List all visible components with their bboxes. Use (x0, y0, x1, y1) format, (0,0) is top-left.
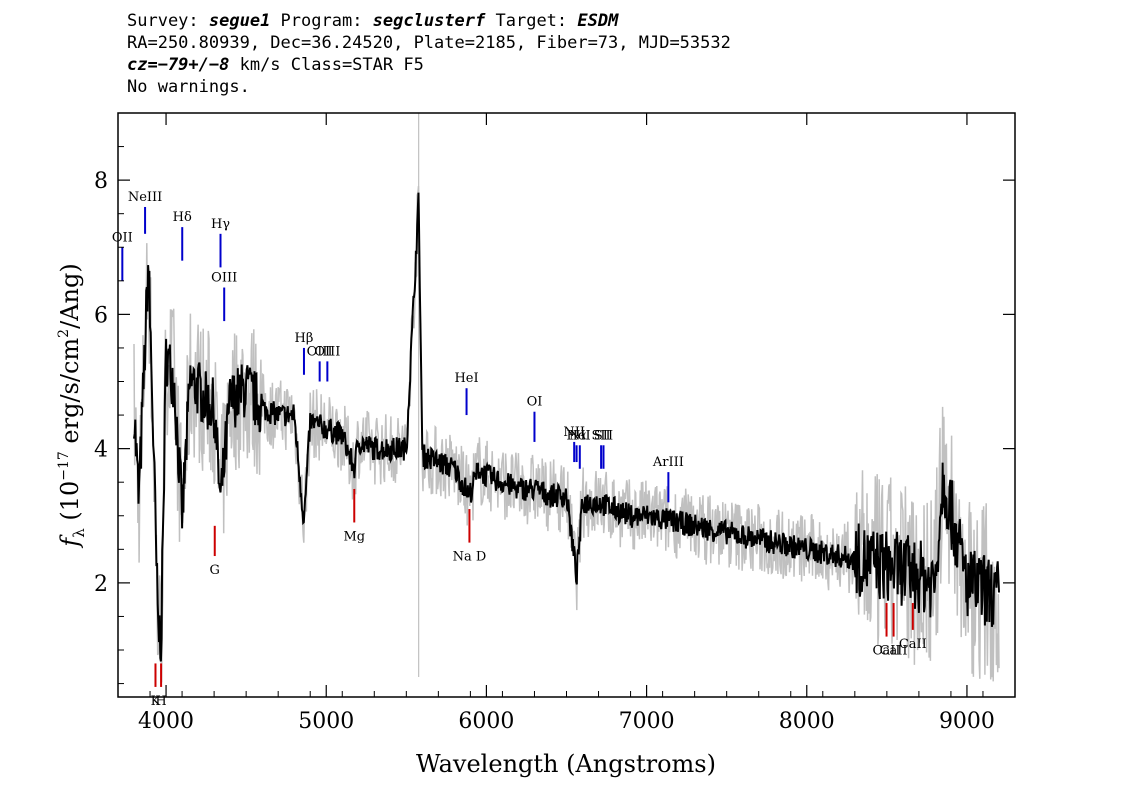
absorption-line-label: CaII (873, 644, 901, 659)
x-tick-label: 5000 (298, 709, 354, 734)
axis-ticks-layer: 4000 5000 6000 7000 8000 9000 2 4 6 8 (94, 112, 1016, 734)
redshift-value: cz=−79+/−8 (127, 55, 230, 75)
x-axis-label: Wavelength (Angstroms) (416, 750, 716, 778)
spectrum-header: Survey: segue1 Program: segclusterf Targ… (127, 10, 731, 98)
program-value: segclusterf (372, 11, 486, 31)
absorption-line-label: CaII (880, 644, 908, 659)
x-tick-label: 8000 (779, 709, 835, 734)
x-tick-label: 7000 (619, 709, 675, 734)
absorption-line-label: G (210, 563, 220, 578)
target-value: ESDM (577, 11, 619, 31)
emission-line-label: NII (569, 428, 591, 443)
emission-line-label: Hα (567, 428, 587, 443)
absorption-line-label: K (151, 694, 161, 709)
emission-line-label: OIII (211, 271, 237, 286)
program-label: Program: (270, 11, 373, 31)
survey-value: segue1 (208, 11, 271, 31)
emission-line-label: OIII (314, 344, 340, 359)
emission-line-label: Hδ (173, 210, 192, 225)
y-tick-label: 6 (94, 303, 108, 328)
emission-line-label: Hγ (211, 217, 230, 232)
y-axis-label: fλ (10−17 erg/s/cm2/Ang) (56, 263, 88, 548)
emission-line-label: Hβ (295, 331, 314, 346)
class-value: km/s Class=STAR F5 (229, 55, 424, 75)
header-line-4: No warnings. (127, 77, 250, 97)
emission-line-label: OIII (307, 344, 333, 359)
survey-label: Survey: (127, 11, 209, 31)
y-tick-label: 4 (94, 438, 108, 463)
x-tick-label: 6000 (458, 709, 514, 734)
emission-line-label: NeIII (128, 190, 162, 205)
emission-line-label: SII (592, 428, 611, 443)
emission-line-label: HeI (454, 371, 478, 386)
error-band-layer (133, 113, 1000, 683)
absorption-line-label: CaII (899, 637, 927, 652)
absorption-line-label: Na D (453, 550, 487, 565)
emission-line-label: ArIII (652, 455, 684, 470)
y-tick-label: 8 (94, 169, 108, 194)
header-line-3: cz=−79+/−8 km/s Class=STAR F5 (127, 54, 731, 76)
emission-line-label: SII (594, 428, 613, 443)
target-label: Target: (485, 11, 578, 31)
absorption-line-label: Mg (343, 529, 365, 544)
y-tick-label: 2 (94, 572, 108, 597)
emission-line-label: NII (563, 425, 585, 440)
flux-series (133, 192, 1000, 662)
x-tick-label: 9000 (939, 709, 995, 734)
emission-line-label: OI (527, 395, 543, 410)
header-line-2: RA=250.80939, Dec=36.24520, Plate=2185, … (127, 33, 731, 53)
x-tick-label: 4000 (138, 709, 194, 734)
flux-line-layer (133, 192, 1000, 662)
absorption-line-label: H (155, 694, 166, 709)
emission-line-label: OII (112, 230, 133, 245)
svg-text:fλ (10−17 erg/s/cm2/Ang): fλ (10−17 erg/s/cm2/Ang) (56, 263, 88, 548)
header-line-1: Survey: segue1 Program: segclusterf Targ… (127, 10, 731, 32)
